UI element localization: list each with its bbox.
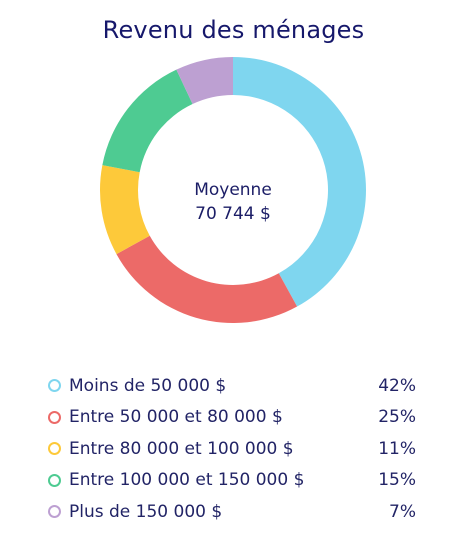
legend-value: 25% bbox=[378, 407, 416, 428]
legend-value: 42% bbox=[378, 375, 416, 396]
center-label-title: Moyenne bbox=[194, 180, 272, 200]
center-summary: Moyenne 70 744 $ bbox=[133, 178, 333, 226]
legend-item: Plus de 150 000 $ 7% bbox=[48, 496, 416, 528]
donut-slice bbox=[233, 57, 367, 307]
chart-title: Revenu des ménages bbox=[102, 16, 365, 44]
legend-label: Entre 50 000 et 80 000 $ bbox=[69, 407, 283, 428]
legend-label: Plus de 150 000 $ bbox=[69, 501, 223, 522]
donut-slice bbox=[176, 57, 233, 105]
legend-marker-icon bbox=[48, 505, 61, 519]
donut-slice bbox=[102, 69, 193, 173]
legend-item: Entre 50 000 et 80 000 $ 25% bbox=[48, 402, 416, 434]
legend-item: Entre 80 000 et 100 000 $ 11% bbox=[48, 433, 416, 465]
legend-marker-icon bbox=[48, 442, 61, 456]
donut-slice bbox=[116, 235, 298, 324]
donut-slices bbox=[100, 57, 367, 324]
legend-marker-icon bbox=[48, 473, 61, 487]
legend-value: 11% bbox=[378, 438, 416, 459]
center-label-value: 70 744 $ bbox=[195, 204, 271, 224]
donut-slice bbox=[100, 165, 150, 255]
legend-marker-icon bbox=[48, 379, 61, 393]
legend: Moins de 50 000 $ 42% Entre 50 000 et 80… bbox=[48, 370, 416, 528]
legend-label: Entre 100 000 et 150 000 $ bbox=[69, 470, 305, 491]
legend-label: Entre 80 000 et 100 000 $ bbox=[69, 438, 294, 459]
legend-marker-icon bbox=[48, 410, 61, 424]
legend-item: Entre 100 000 et 150 000 $ 15% bbox=[48, 465, 416, 497]
legend-item: Moins de 50 000 $ 42% bbox=[48, 370, 416, 402]
legend-value: 15% bbox=[378, 470, 416, 491]
legend-label: Moins de 50 000 $ bbox=[69, 375, 227, 396]
legend-value: 7% bbox=[389, 501, 416, 522]
donut-chart bbox=[100, 57, 367, 324]
